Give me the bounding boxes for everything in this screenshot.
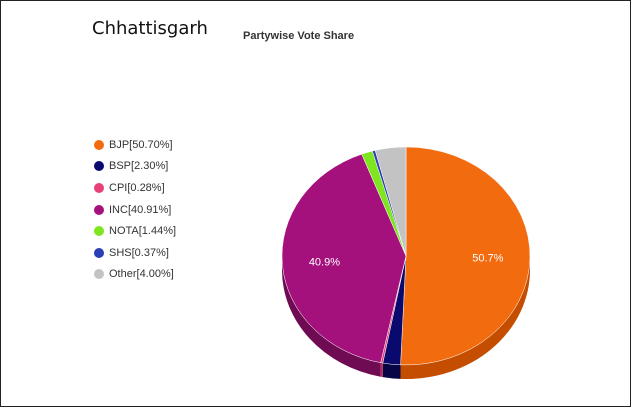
legend-label: NOTA[1.44%] (109, 225, 177, 238)
pie-side-inc (282, 256, 381, 377)
pie-slice-other[interactable] (374, 146, 407, 257)
chart-title: Partywise Vote Share (243, 30, 355, 42)
legend-item-bjp[interactable]: BJP[50.70%] (94, 134, 176, 156)
legend-marker (94, 247, 104, 258)
legend-item-other[interactable]: Other[4.00%] (94, 264, 176, 286)
legend-marker (94, 204, 104, 215)
data-label-bjp: 50.7% (472, 253, 503, 265)
legend-item-inc[interactable]: INC[40.91%] (94, 199, 176, 221)
legend-label: BJP[50.70%] (109, 138, 173, 151)
legend-marker (94, 226, 104, 237)
legend-label: CPI[0.28%] (109, 181, 165, 194)
legend-label: Other[4.00%] (109, 268, 174, 281)
legend-label: SHS[0.37%] (109, 246, 169, 259)
legend-marker (94, 161, 104, 172)
pie-side-walls (282, 256, 530, 379)
pie-slices (281, 146, 531, 366)
pie-side-bsp (382, 363, 401, 379)
legend-label: BSP[2.30%] (109, 160, 169, 173)
data-label-inc: 40.9% (309, 257, 340, 269)
pie-side-cpi (380, 362, 383, 378)
state-title: Chhattisgarh (92, 18, 208, 39)
legend-item-cpi[interactable]: CPI[0.28%] (94, 177, 176, 199)
pie-slice-inc[interactable] (281, 153, 407, 363)
legend-marker (94, 182, 104, 193)
pie-side-bjp (400, 256, 530, 379)
legend-marker (94, 139, 104, 150)
legend-marker (94, 269, 104, 280)
pie-slice-bjp[interactable] (400, 146, 531, 366)
legend-label: INC[40.91%] (109, 203, 172, 216)
legend: BJP[50.70%] BSP[2.30%] CPI[0.28%] INC[40… (94, 134, 176, 285)
legend-item-shs[interactable]: SHS[0.37%] (94, 242, 176, 264)
legend-item-nota[interactable]: NOTA[1.44%] (94, 220, 176, 242)
legend-item-bsp[interactable]: BSP[2.30%] (94, 156, 176, 178)
